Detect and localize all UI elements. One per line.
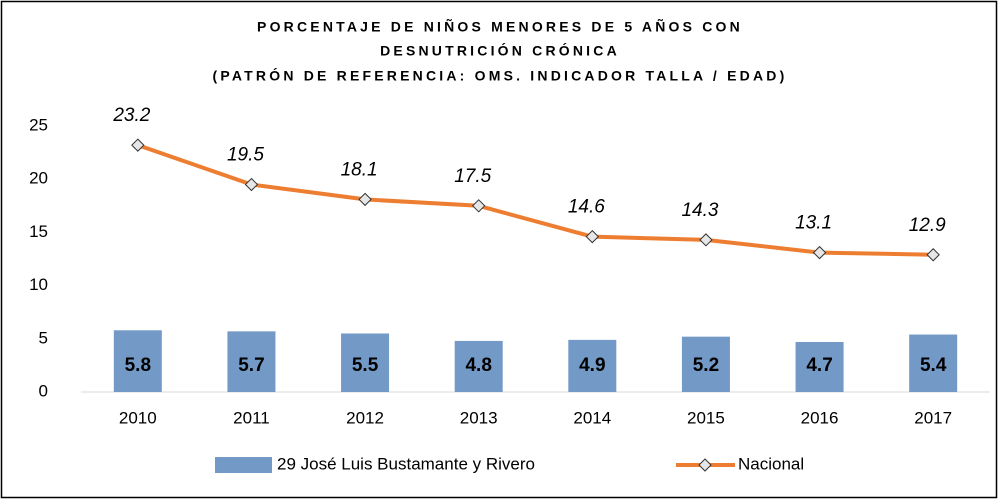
data-label: 5.5 — [352, 355, 379, 376]
marker — [699, 233, 713, 247]
line — [137, 143, 934, 257]
chart-title: PORCENTAJE DE NIÑOS MENORES DE 5 AÑOS CO… — [257, 18, 743, 35]
data-label: 5.2 — [693, 355, 719, 376]
data-label: 5.8 — [125, 355, 151, 376]
data-label: 18.1 — [341, 159, 378, 180]
y-tick-label: 25 — [29, 115, 48, 134]
y-tick-label: 10 — [29, 275, 48, 294]
data-label: 14.6 — [568, 197, 605, 218]
y-tick-label: 5 — [39, 328, 48, 347]
data-label: 17.5 — [454, 166, 491, 187]
bar — [113, 330, 162, 392]
x-tick-label: 2012 — [346, 408, 384, 427]
y-tick-label: 0 — [39, 381, 48, 400]
x-tick-label: 2011 — [233, 408, 270, 427]
marker — [812, 245, 827, 260]
data-label: 4.8 — [465, 355, 491, 376]
bar — [681, 336, 730, 392]
x-tick-label: 2014 — [573, 408, 611, 427]
chart-title: DESNUTRICIÓN CRÓNICA — [380, 42, 620, 59]
marker — [131, 138, 145, 152]
data-label: 14.3 — [681, 200, 718, 221]
legend-marker — [698, 458, 712, 472]
data-label: 4.9 — [579, 355, 605, 376]
chart-title: (PATRÓN DE REFERENCIA: OMS. INDICADOR TA… — [213, 67, 788, 84]
data-label: 19.5 — [227, 145, 264, 166]
legend-swatch — [215, 457, 272, 473]
x-tick-label: 2017 — [914, 408, 952, 427]
bar — [909, 334, 958, 392]
legend-label: 29 José Luis Bustamante y Rivero — [277, 454, 535, 473]
marker — [585, 229, 600, 244]
data-label: 12.9 — [909, 215, 946, 236]
data-label: 4.7 — [806, 355, 832, 376]
x-tick-label: 2013 — [460, 408, 498, 427]
bar — [795, 341, 844, 392]
y-tick-label: 15 — [29, 222, 48, 241]
marker — [471, 199, 486, 213]
x-tick-label: 2016 — [801, 408, 839, 427]
marker — [358, 192, 372, 207]
marker — [926, 248, 940, 262]
data-label: 5.4 — [920, 355, 947, 376]
bar — [227, 331, 276, 392]
bar — [568, 339, 617, 392]
bar — [341, 333, 390, 392]
data-label: 5.7 — [238, 355, 264, 376]
y-tick-label: 20 — [29, 169, 48, 188]
legend-label: Nacional — [738, 454, 804, 473]
x-tick-label: 2015 — [687, 408, 725, 427]
data-label: 13.1 — [795, 213, 832, 234]
data-label: 23.2 — [112, 105, 150, 126]
x-tick-label: 2010 — [119, 408, 157, 427]
marker — [244, 177, 259, 192]
bar — [454, 340, 503, 392]
